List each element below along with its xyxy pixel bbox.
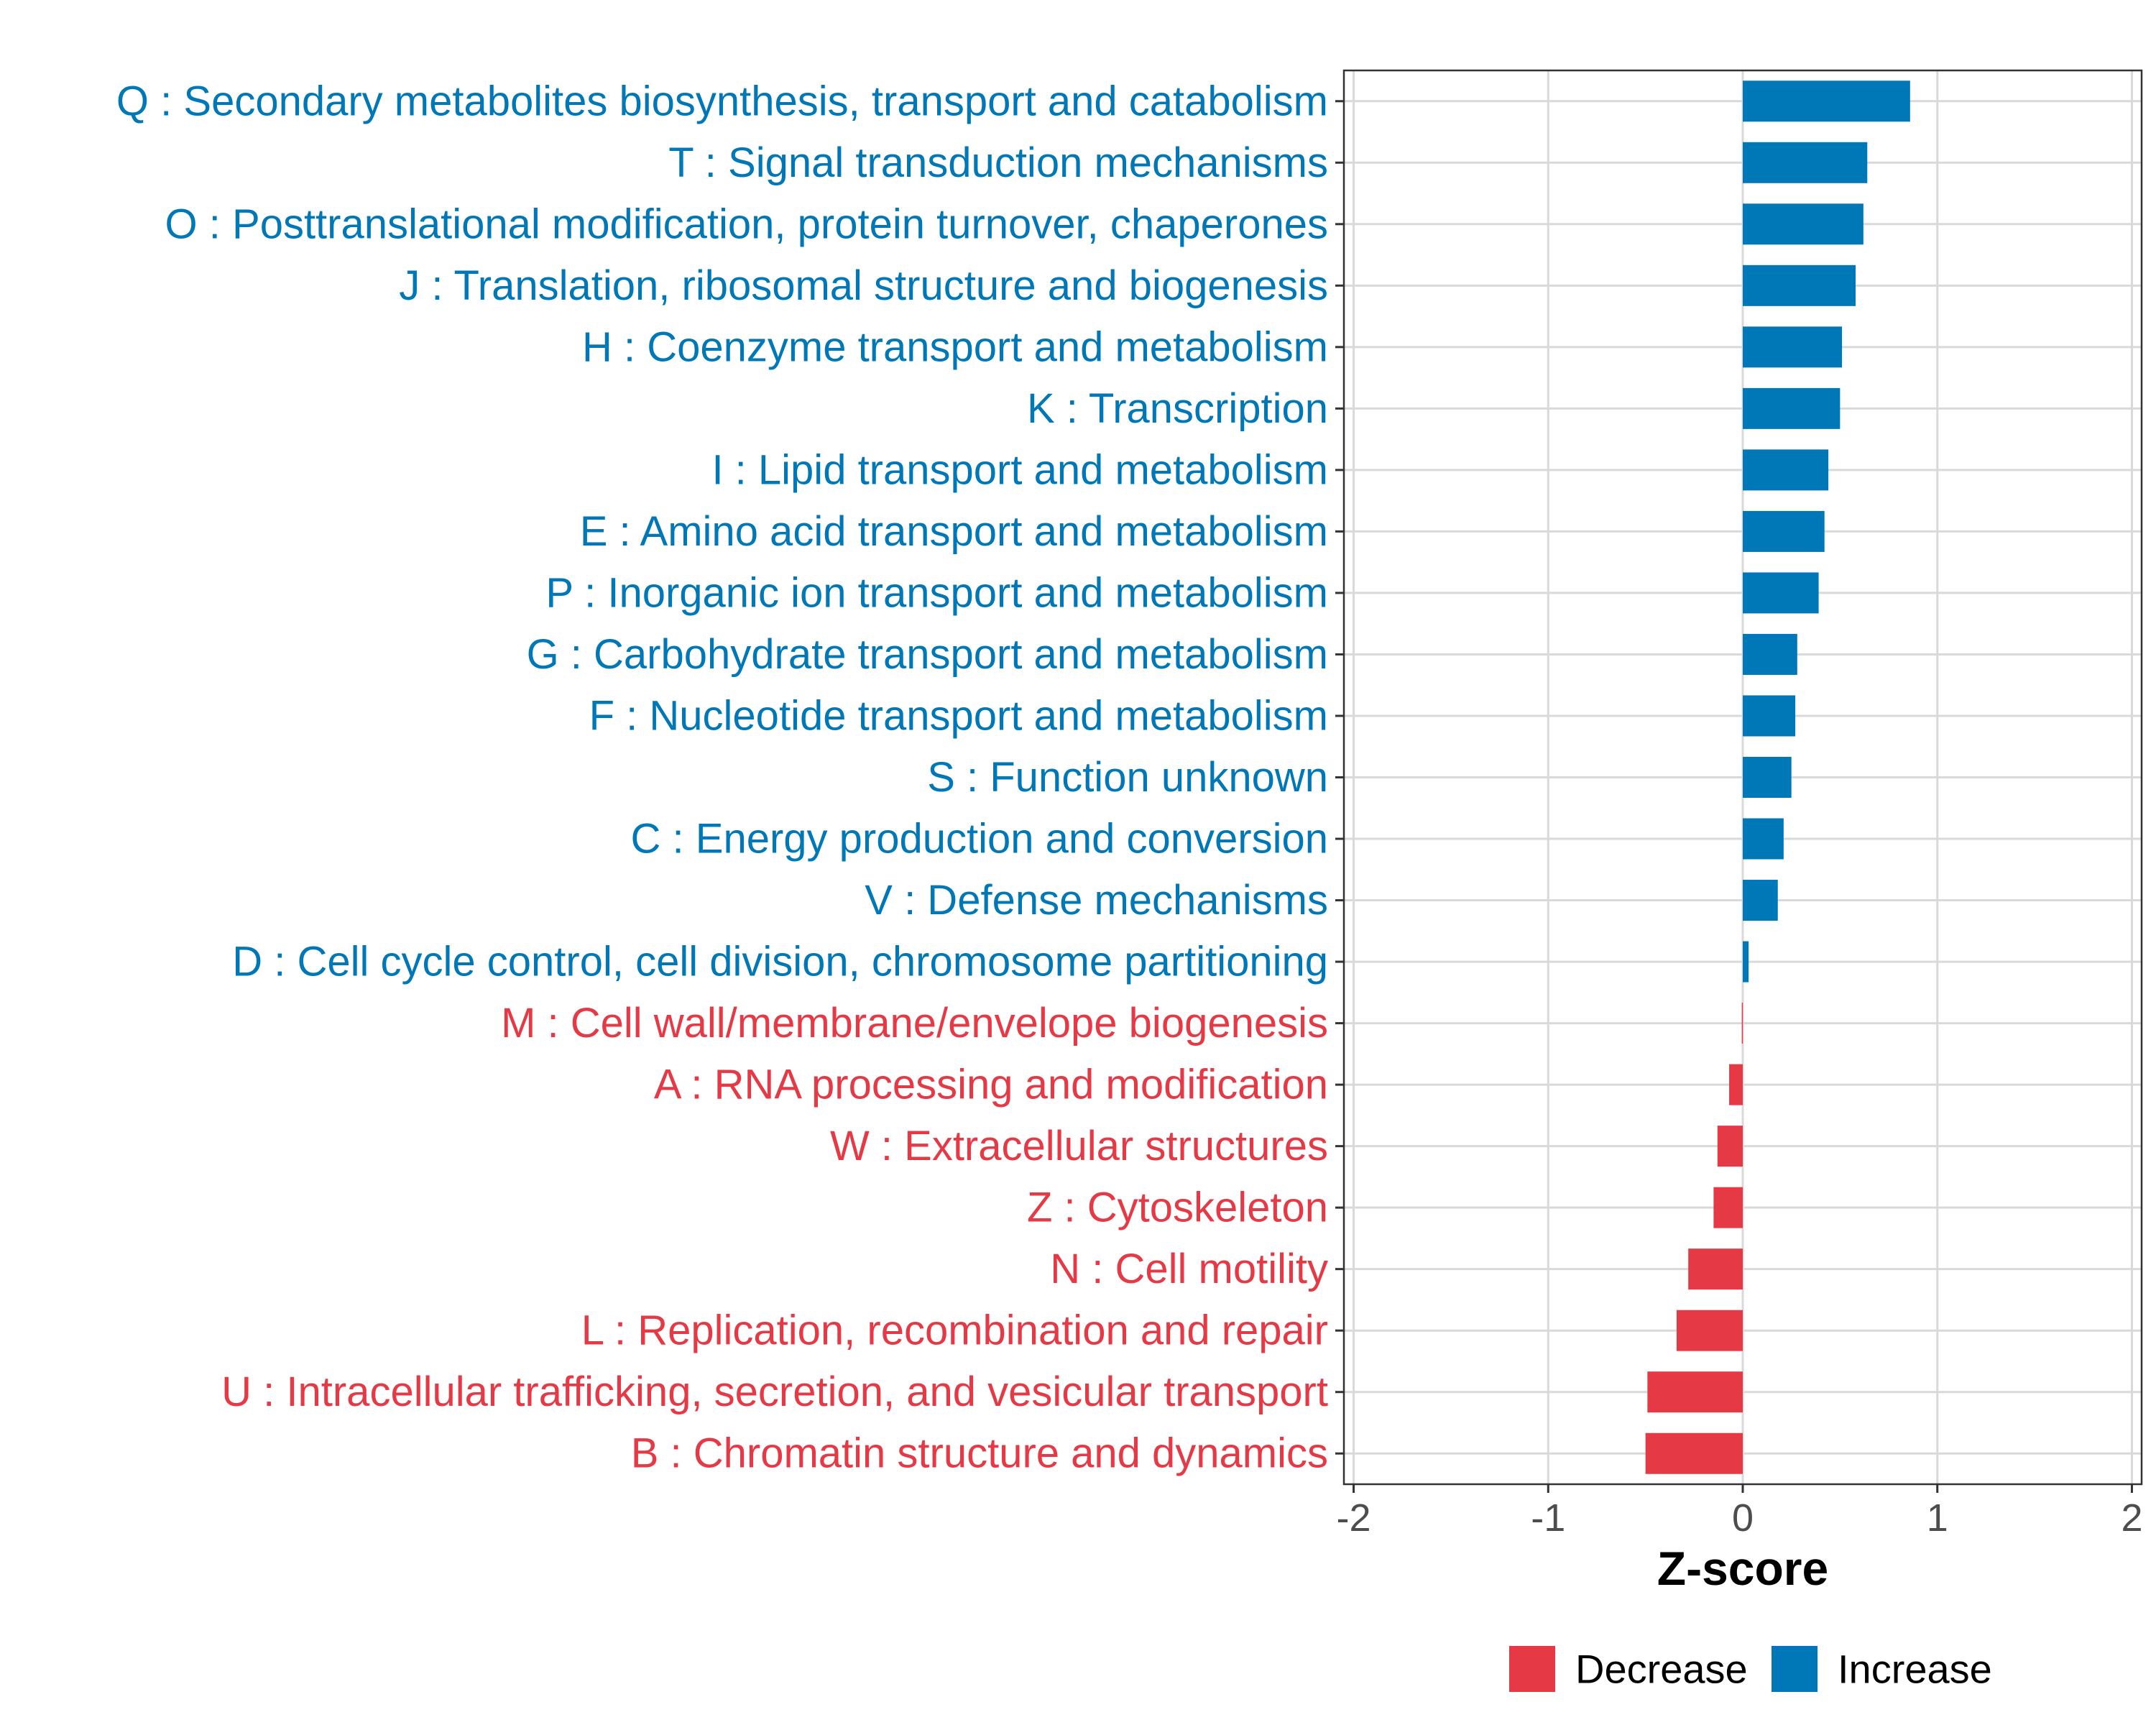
y-axis-ticks <box>1335 100 1344 1455</box>
bar <box>1743 633 1797 675</box>
category-label: B : Chromatin structure and dynamics <box>631 1430 1328 1477</box>
bar <box>1743 757 1792 798</box>
bar <box>1743 449 1829 491</box>
category-label: Z : Cytoskeleton <box>1027 1184 1328 1231</box>
legend-label-decrease: Decrease <box>1575 1647 1748 1692</box>
legend-swatch-decrease <box>1509 1646 1555 1692</box>
bar <box>1688 1248 1743 1290</box>
bars <box>1645 80 1910 1474</box>
bar <box>1743 818 1784 860</box>
bar <box>1743 510 1825 552</box>
category-label: I : Lipid transport and metabolism <box>711 446 1328 493</box>
bar <box>1717 1126 1743 1167</box>
bar <box>1743 387 1841 429</box>
bar <box>1743 264 1856 306</box>
category-label: N : Cell motility <box>1050 1246 1328 1292</box>
category-label: Q : Secondary metabolites biosynthesis, … <box>116 78 1328 124</box>
category-label: P : Inorganic ion transport and metaboli… <box>545 569 1328 616</box>
x-tick-label: -2 <box>1337 1496 1371 1540</box>
bar <box>1676 1310 1743 1351</box>
bar <box>1743 572 1819 614</box>
bar <box>1743 941 1749 983</box>
x-tick-label: 0 <box>1732 1496 1754 1540</box>
bar <box>1743 880 1778 921</box>
bar <box>1743 80 1910 122</box>
x-tick-label: 1 <box>1927 1496 1948 1540</box>
bar <box>1743 203 1864 245</box>
x-axis-title: Z-score <box>1657 1542 1828 1595</box>
category-label: S : Function unknown <box>927 754 1328 801</box>
x-tick-label: -1 <box>1531 1496 1565 1540</box>
bar <box>1729 1064 1743 1105</box>
x-tick-label: 2 <box>2121 1496 2142 1540</box>
category-label: T : Signal transduction mechanisms <box>668 139 1328 186</box>
category-label: V : Defense mechanisms <box>865 877 1328 924</box>
bar <box>1741 1003 1743 1044</box>
bar <box>1743 326 1843 368</box>
y-axis-labels: Q : Secondary metabolites biosynthesis, … <box>116 78 1328 1476</box>
bar <box>1645 1432 1743 1474</box>
category-label: W : Extracellular structures <box>830 1123 1328 1169</box>
category-label: H : Coenzyme transport and metabolism <box>582 323 1328 370</box>
category-label: U : Intracellular trafficking, secretion… <box>221 1368 1328 1415</box>
x-axis-labels: -2 -1 0 1 2 <box>1337 1496 2143 1540</box>
legend-swatch-increase <box>1772 1646 1818 1692</box>
category-label: L : Replication, recombination and repai… <box>581 1307 1328 1354</box>
category-label: D : Cell cycle control, cell division, c… <box>232 939 1328 985</box>
category-label: K : Transcription <box>1027 385 1328 432</box>
legend: Decrease Increase <box>1509 1646 1992 1692</box>
category-label: O : Posttranslational modification, prot… <box>165 201 1328 247</box>
category-label: G : Carbohydrate transport and metabolis… <box>527 631 1328 678</box>
category-label: J : Translation, ribosomal structure and… <box>399 262 1328 309</box>
category-label: M : Cell wall/membrane/envelope biogenes… <box>501 1000 1328 1046</box>
category-label: E : Amino acid transport and metabolism <box>580 508 1328 555</box>
bar <box>1743 142 1868 183</box>
bar <box>1647 1371 1743 1413</box>
x-axis-ticks <box>1353 1484 2133 1493</box>
category-label: F : Nucleotide transport and metabolism <box>589 692 1328 739</box>
category-label: C : Energy production and conversion <box>631 816 1328 862</box>
category-label: A : RNA processing and modification <box>654 1062 1328 1108</box>
bar <box>1713 1187 1743 1228</box>
bar <box>1743 695 1796 737</box>
legend-label-increase: Increase <box>1838 1647 1992 1692</box>
